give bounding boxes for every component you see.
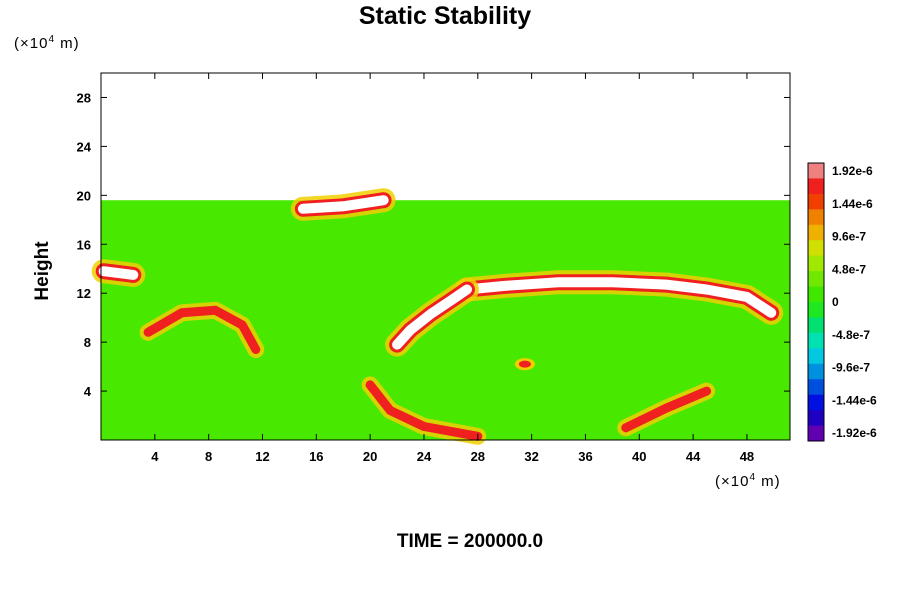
x-tick-label: 24 (417, 449, 432, 464)
colorbar-swatch (808, 317, 824, 334)
colorbar-swatch (808, 348, 824, 365)
chart-title: Static Stability (358, 2, 532, 30)
colorbar-label: 1.92e-6 (832, 164, 873, 178)
time-label: TIME = 200000.0 (396, 531, 544, 552)
colorbar-swatch (808, 163, 824, 179)
x-tick-label: 4 (151, 449, 159, 464)
y-tick-label: 4 (84, 384, 92, 399)
colorbar-label: -1.92e-6 (832, 426, 877, 440)
colorbar-label: -4.8e-7 (832, 328, 870, 342)
colorbar-label: 4.8e-7 (832, 262, 866, 276)
x-unit-prefix: (×10 (715, 473, 750, 490)
x-tick-label: 20 (363, 449, 377, 464)
y-unit-exponent: 4 (48, 34, 56, 45)
colorbar-swatch (808, 425, 824, 442)
x-tick-label: 32 (524, 449, 538, 464)
y-tick-label: 28 (77, 90, 91, 105)
colorbar-swatch (808, 255, 824, 272)
x-unit-exponent: 4 (749, 472, 757, 483)
x-tick-label: 28 (471, 449, 485, 464)
colorbar-label: -9.6e-7 (832, 361, 870, 375)
feature-left-arc (143, 305, 261, 354)
colorbar-swatch (808, 394, 824, 411)
y-tick-label: 8 (84, 335, 91, 350)
y-tick-label: 24 (77, 139, 92, 154)
colorbar-swatch (808, 286, 824, 303)
y-unit-suffix: m) (55, 35, 80, 52)
colorbar-label: 9.6e-7 (832, 230, 866, 244)
colorbar-frame (807, 162, 825, 442)
colorbar-swatch (808, 271, 824, 288)
colorbar-swatch (808, 178, 824, 195)
y-tick-label: 20 (77, 188, 91, 203)
colorbar-label: 0 (832, 295, 839, 309)
y-tick-label: 12 (77, 286, 91, 301)
x-tick-label: 16 (309, 449, 323, 464)
x-tick-label: 48 (740, 449, 754, 464)
x-tick-label: 40 (632, 449, 646, 464)
feature-dome-bottom (365, 380, 483, 441)
colorbar-label: 1.44e-6 (832, 197, 873, 211)
y-unit-label: (×104 m) (14, 34, 80, 52)
x-tick-label: 8 (205, 449, 212, 464)
x-unit-suffix: m) (756, 473, 781, 490)
colorbar-swatch (808, 224, 824, 241)
colorbar-swatch (808, 193, 824, 210)
colorbar-label: -1.44e-6 (832, 393, 877, 407)
x-tick-label: 36 (578, 449, 592, 464)
feature-diagonal-band-core (392, 284, 472, 350)
feature-right-lower-streak (621, 386, 712, 433)
feature-upper-band-core (462, 277, 777, 318)
feature-center-spot (518, 360, 531, 368)
plot-frame (100, 72, 791, 441)
colorbar-swatch (808, 209, 824, 226)
colorbar-swatch (808, 379, 824, 396)
feature-top-streak-core (297, 195, 389, 214)
y-unit-prefix: (×10 (14, 35, 49, 52)
x-unit-label: (×104 m) (715, 472, 781, 490)
y-tick-label: 16 (77, 237, 91, 252)
feature-left-blob-core (98, 266, 139, 280)
colorbar-swatch (808, 410, 824, 427)
colorbar-swatch (808, 332, 824, 349)
colorbar-swatch (808, 363, 824, 380)
colorbar-swatch (808, 302, 824, 318)
x-tick-label: 44 (686, 449, 701, 464)
colorbar-swatch (808, 240, 824, 257)
x-tick-label: 12 (255, 449, 269, 464)
